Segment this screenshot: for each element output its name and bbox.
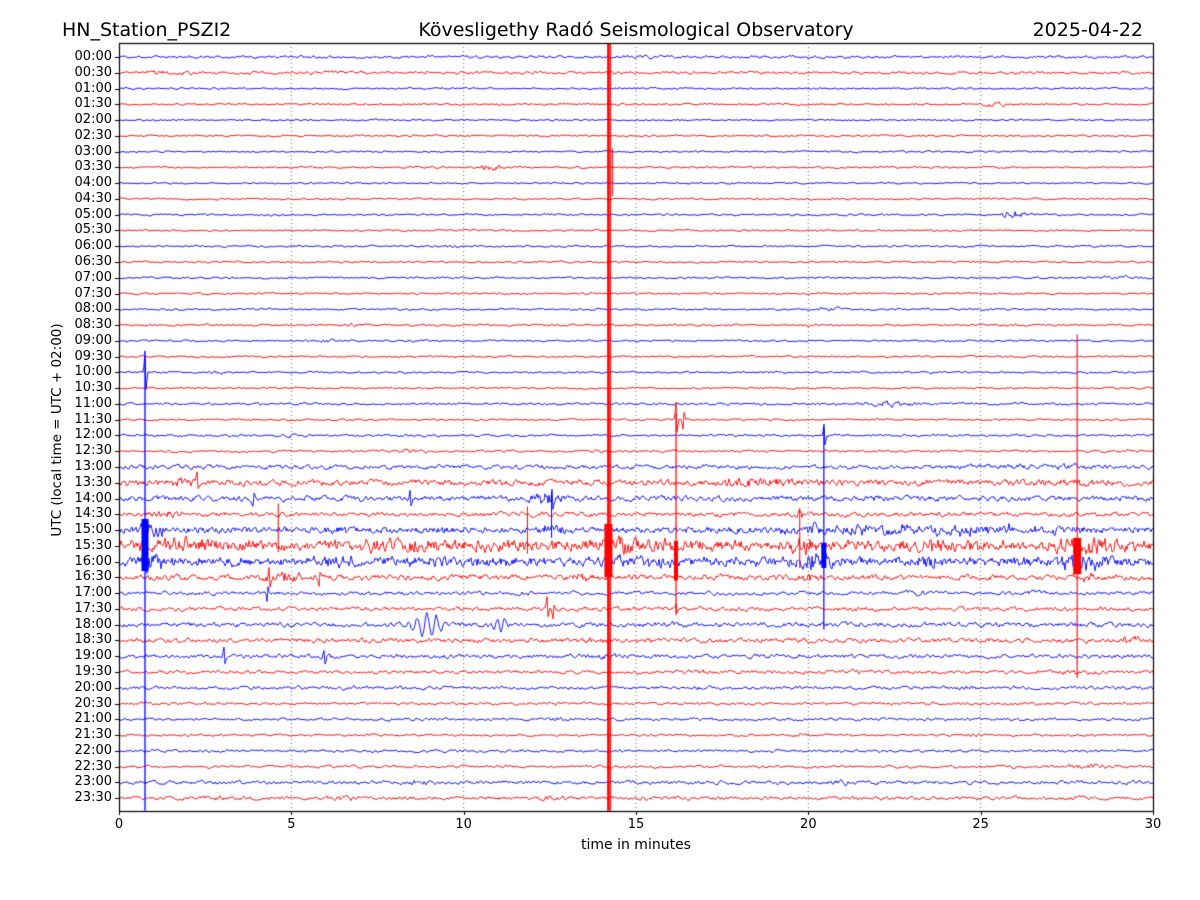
y-tick-label: 04:30 (74, 190, 112, 206)
y-tick-label: 00:00 (74, 49, 112, 64)
y-tick-label: 07:30 (74, 285, 112, 301)
y-tick-label: 06:00 (74, 238, 112, 254)
y-tick-label: 03:00 (74, 143, 112, 159)
date-label: 2025-04-22 (1032, 19, 1143, 41)
y-tick-label: 21:30 (74, 727, 112, 743)
y-tick-label: 10:00 (74, 364, 112, 380)
y-tick-label: 15:00 (74, 522, 112, 538)
y-tick-label: 02:30 (74, 127, 112, 143)
station-title: HN_Station_PSZI2 (62, 19, 232, 41)
y-tick-label: 16:00 (74, 553, 112, 569)
x-tick-label: 0 (114, 817, 124, 832)
y-tick-label: 14:00 (74, 490, 112, 506)
y-tick-label: 01:00 (74, 80, 112, 96)
y-tick-label: 22:00 (74, 742, 112, 758)
y-tick-label: 11:00 (74, 395, 112, 411)
y-tick-label: 19:30 (74, 664, 112, 680)
y-tick-label: 17:00 (74, 585, 112, 601)
y-tick-label: 16:30 (74, 569, 112, 585)
y-tick-label: 15:30 (74, 537, 112, 553)
y-tick-label: 20:00 (74, 679, 112, 695)
y-tick-label: 05:00 (74, 206, 112, 222)
x-tick-label: 30 (1144, 817, 1162, 832)
y-tick-label: 22:30 (74, 758, 112, 774)
y-tick-label: 02:00 (74, 112, 112, 128)
y-tick-label: 20:30 (74, 695, 112, 711)
y-tick-label: 09:30 (74, 348, 112, 364)
y-tick-label: 09:00 (74, 332, 112, 348)
observatory-title: Kövesligethy Radó Seismological Observat… (418, 19, 854, 41)
x-tick-label: 20 (800, 817, 817, 832)
y-tick-label: 12:30 (74, 443, 112, 459)
y-tick-label: 23:30 (74, 790, 112, 806)
x-tick-label: 5 (287, 817, 296, 832)
y-tick-label: 10:30 (74, 380, 112, 396)
y-tick-label: 04:00 (74, 175, 112, 191)
y-tick-label: 18:30 (74, 632, 112, 648)
y-tick-label: 08:30 (74, 317, 112, 333)
y-tick-label: 23:00 (74, 774, 112, 790)
y-tick-label: 18:00 (74, 616, 112, 632)
y-tick-label: 13:00 (74, 459, 112, 475)
y-tick-label: 00:30 (74, 64, 112, 80)
y-tick-label: 01:30 (74, 96, 112, 112)
y-tick-label: 12:00 (74, 427, 112, 443)
x-axis-label: time in minutes (581, 837, 691, 853)
x-tick-label: 25 (972, 817, 989, 832)
y-tick-label: 14:30 (74, 506, 112, 522)
y-tick-label: 03:30 (74, 159, 112, 175)
y-tick-label: 11:30 (74, 411, 112, 427)
x-tick-label: 10 (455, 817, 472, 832)
x-tick-label: 15 (627, 817, 645, 832)
y-tick-label: 08:00 (74, 301, 112, 317)
y-tick-label: 17:30 (74, 600, 112, 616)
y-tick-label: 05:30 (74, 222, 112, 238)
y-tick-label: 07:00 (74, 269, 112, 285)
y-tick-label: 13:30 (74, 474, 112, 490)
y-tick-label: 06:30 (74, 254, 112, 269)
y-tick-label: 21:00 (74, 711, 112, 727)
y-tick-label: 19:00 (74, 648, 112, 664)
